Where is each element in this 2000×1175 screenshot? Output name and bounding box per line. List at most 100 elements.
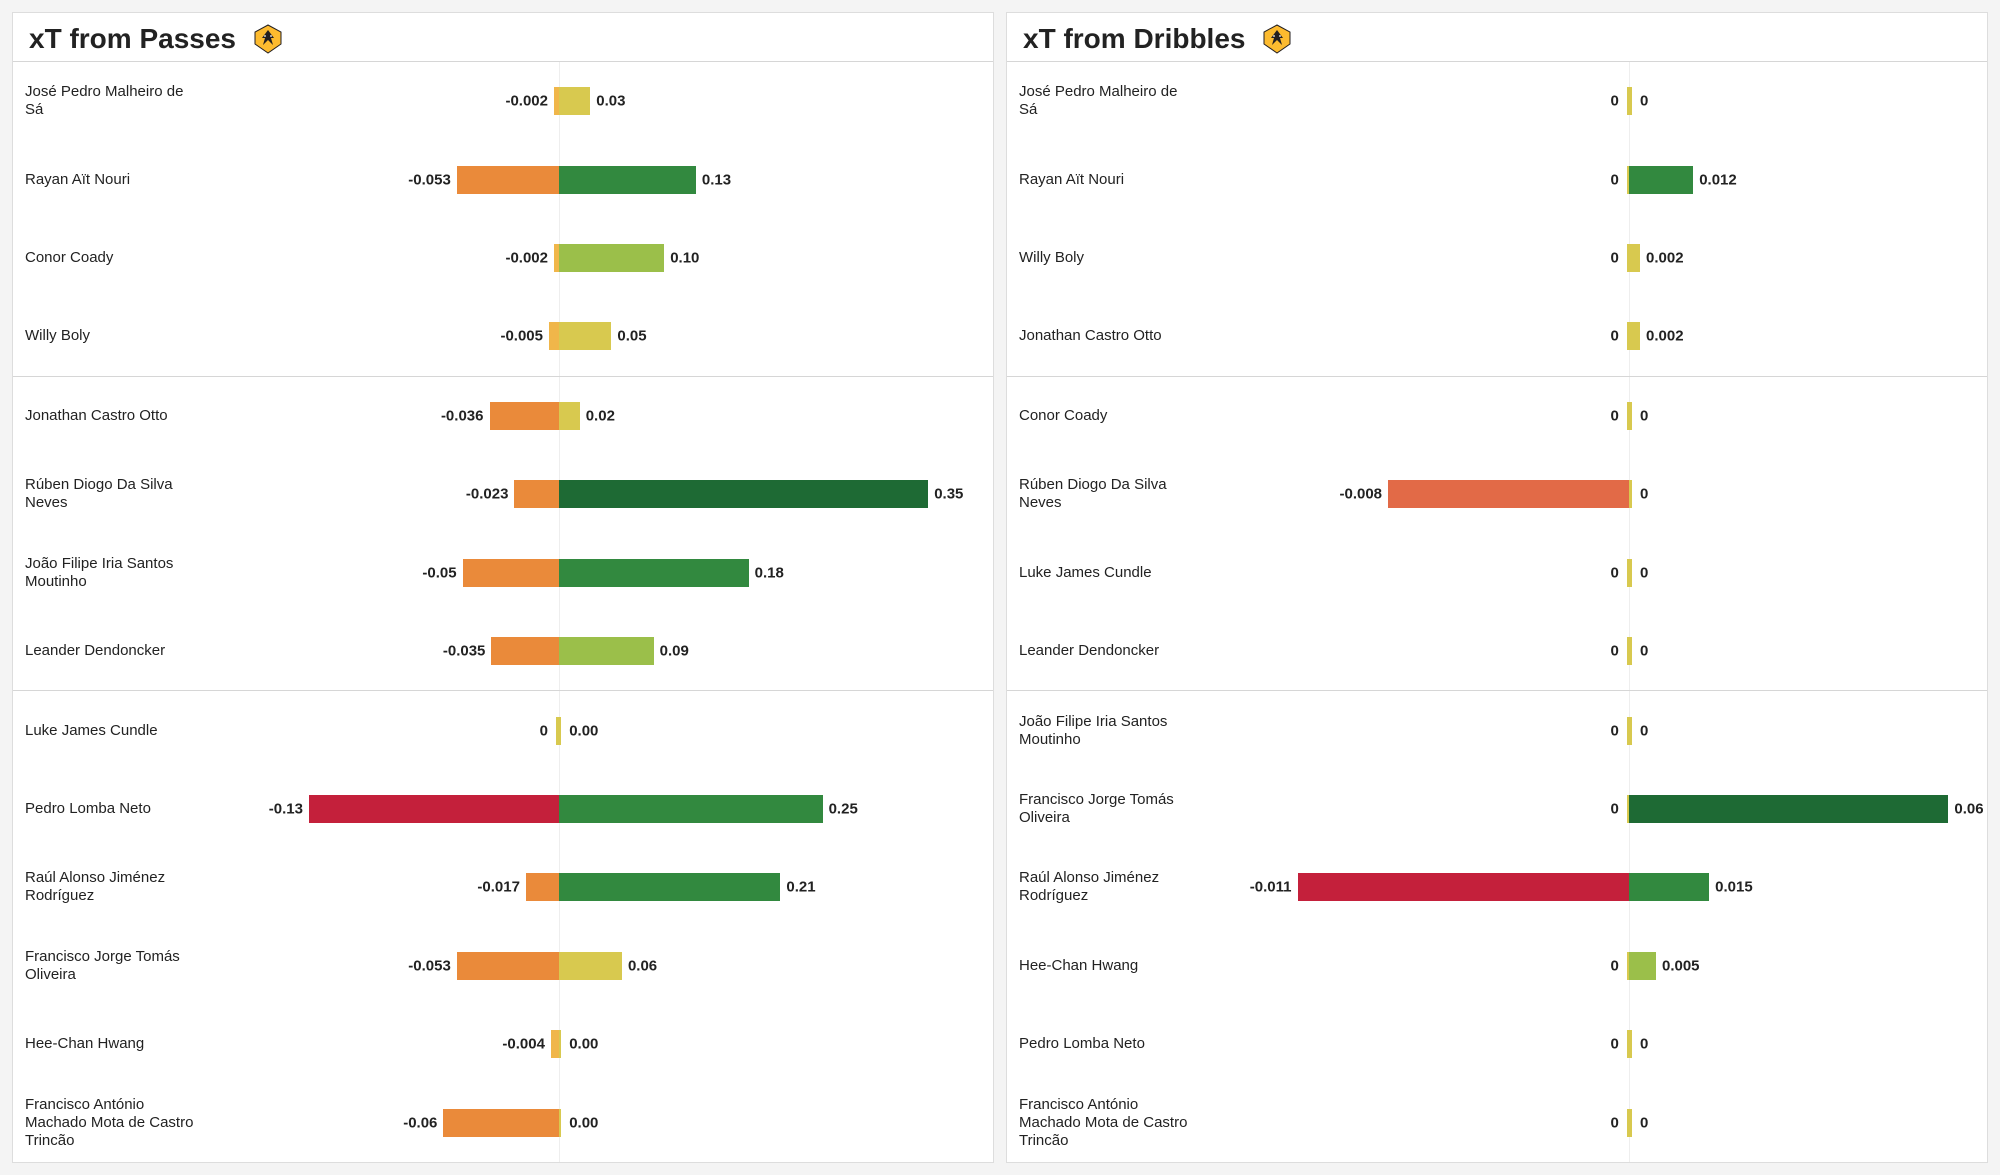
value-negative: 0 [1610,171,1618,188]
panel-xt-dribbles: xT from Dribbles José Pedro Malheiro de … [1006,12,1988,1163]
bar-area: -0.023 0.35 [213,455,981,533]
value-positive: 0.00 [569,1036,598,1053]
panel-title: xT from Dribbles [1023,23,1245,55]
player-row: Rúben Diogo Da Silva Neves-0.0080 [1007,455,1987,533]
value-negative: -0.004 [502,1036,545,1053]
bar-positive [1629,244,1640,272]
value-positive: 0.02 [586,407,615,424]
bar-positive [1629,952,1656,980]
bar-negative [443,1109,558,1137]
bar-positive [559,1030,561,1058]
value-positive: 0.002 [1646,328,1684,345]
player-name: Conor Coady [25,249,213,267]
player-name: Conor Coady [1019,407,1207,425]
value-positive: 0 [1640,93,1648,110]
bar-area: 0 0.012 [1207,140,1975,218]
player-row: Raúl Alonso Jiménez Rodríguez-0.0110.015 [1007,848,1987,926]
player-name: José Pedro Malheiro de Sá [25,83,213,119]
value-positive: 0 [1640,564,1648,581]
bar-area: 0 0.002 [1207,297,1975,375]
player-row: Hee-Chan Hwang-0.0040.00 [13,1005,993,1083]
bar-positive [559,717,561,745]
value-negative: -0.017 [477,879,520,896]
value-positive: 0.18 [755,564,784,581]
value-negative: -0.005 [500,328,543,345]
bar-area: -0.004 0.00 [213,1005,981,1083]
player-name: Rúben Diogo Da Silva Neves [1019,476,1207,512]
value-negative: -0.036 [441,407,484,424]
player-row: Luke James Cundle00.00 [13,690,993,769]
value-positive: 0 [1640,1036,1648,1053]
panel-xt-passes: xT from Passes José Pedro Malheiro de Sá… [12,12,994,1163]
bar-negative [457,166,559,194]
bar-positive [1629,402,1631,430]
value-negative: 0 [1610,328,1618,345]
bar-negative [514,480,558,508]
player-row: Francisco Jorge Tomás Oliveira00.06 [1007,770,1987,848]
player-name: Pedro Lomba Neto [1019,1035,1207,1053]
value-negative: -0.011 [1250,879,1292,896]
player-row: Francisco Jorge Tomás Oliveira-0.0530.06 [13,927,993,1005]
player-row: Francisco António Machado Mota de Castro… [1007,1083,1987,1161]
value-negative: 0 [1610,1036,1618,1053]
value-positive: 0.13 [702,171,731,188]
bar-positive [559,795,823,823]
value-positive: 0.00 [569,722,598,739]
value-positive: 0.012 [1699,171,1737,188]
value-positive: 0.35 [934,486,963,503]
bar-area: 00 [1207,612,1975,690]
player-name: Leander Dendoncker [1019,642,1207,660]
player-name: Hee-Chan Hwang [1019,957,1207,975]
value-negative: -0.13 [269,801,303,818]
bar-positive [1629,1109,1631,1137]
player-name: Willy Boly [25,327,213,345]
player-row: João Filipe Iria Santos Moutinho00 [1007,690,1987,769]
player-name: Raúl Alonso Jiménez Rodríguez [25,869,213,905]
player-row: Raúl Alonso Jiménez Rodríguez-0.0170.21 [13,848,993,926]
player-name: Pedro Lomba Neto [25,800,213,818]
player-name: Francisco Jorge Tomás Oliveira [1019,791,1207,827]
bar-positive [1629,873,1709,901]
player-row: Willy Boly00.002 [1007,219,1987,297]
panel-header: xT from Dribbles [1007,13,1987,61]
bar-positive [1629,559,1631,587]
player-name: João Filipe Iria Santos Moutinho [1019,713,1207,749]
value-negative: 0 [1610,643,1618,660]
bar-area: -0.0080 [1207,455,1975,533]
bar-area: 00 [1207,62,1975,140]
chart-rows: José Pedro Malheiro de Sá00Rayan Aït Nou… [1007,61,1987,1162]
value-positive: 0.00 [569,1114,598,1131]
value-negative: -0.008 [1339,486,1382,503]
value-negative: -0.053 [408,171,451,188]
bar-area: -0.130.25 [213,770,981,848]
bar-positive [559,952,622,980]
value-negative: 0 [1610,564,1618,581]
bar-area: -0.050.18 [213,534,981,612]
bar-positive [1629,480,1631,508]
bar-area: 00.002 [1207,219,1975,297]
player-row: Willy Boly-0.0050.05 [13,297,993,375]
bar-negative [463,559,559,587]
player-row: Francisco António Machado Mota de Castro… [13,1083,993,1161]
bar-negative [457,952,559,980]
value-negative: -0.023 [466,486,509,503]
player-name: Jonathan Castro Otto [25,407,213,425]
bar-positive [1629,717,1631,745]
bar-area: 00.005 [1207,927,1975,1005]
value-negative: -0.002 [505,93,548,110]
player-row: Leander Dendoncker-0.0350.09 [13,612,993,690]
bar-positive [1629,322,1640,350]
chart-rows: José Pedro Malheiro de Sá-0.0020.03Rayan… [13,61,993,1162]
value-negative: 0 [1610,722,1618,739]
bar-positive [559,873,781,901]
player-row: Luke James Cundle00 [1007,534,1987,612]
player-name: João Filipe Iria Santos Moutinho [25,555,213,591]
bar-area: 00 [1207,534,1975,612]
bar-area: -0.060.00 [213,1083,981,1161]
bar-positive [559,1109,561,1137]
bar-positive [559,559,749,587]
bar-positive [1629,166,1693,194]
bar-positive [559,87,591,115]
player-row: Pedro Lomba Neto-0.130.25 [13,770,993,848]
bar-negative [1298,873,1630,901]
